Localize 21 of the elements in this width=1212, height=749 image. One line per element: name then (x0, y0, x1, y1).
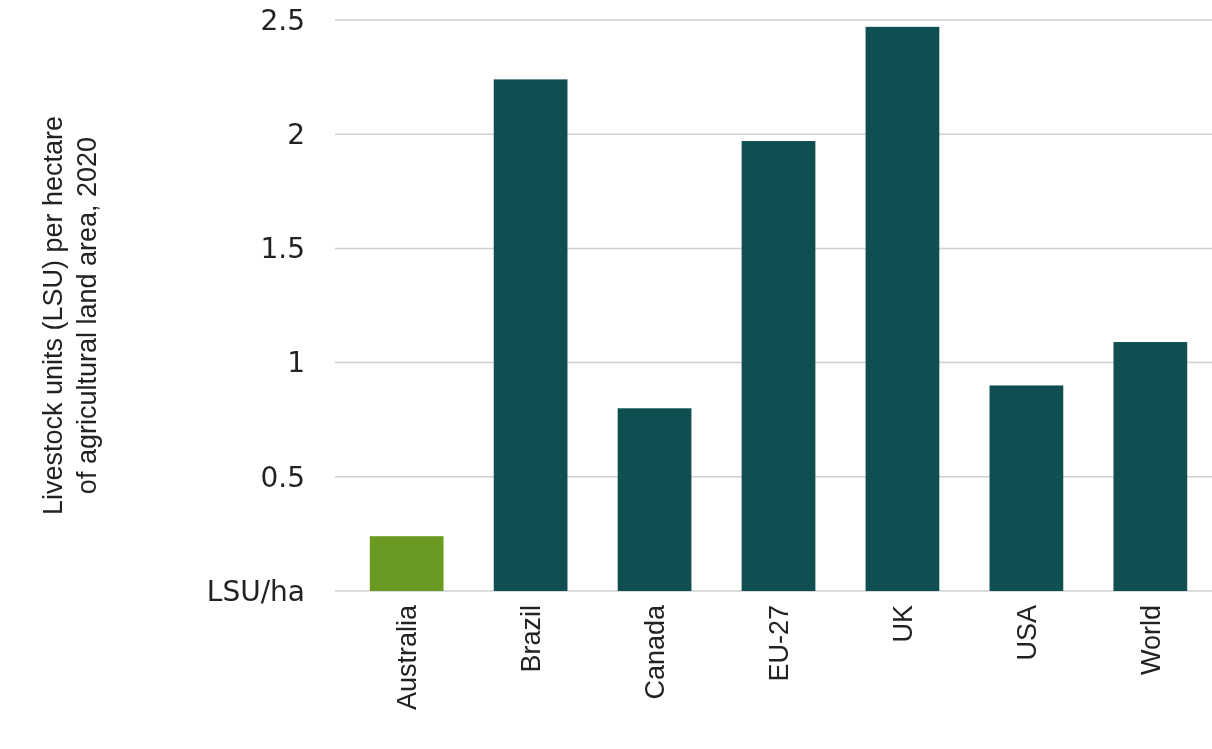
bar (741, 141, 816, 591)
x-tick-label: EU-27 (763, 605, 794, 682)
y-tick-label: 2.5 (260, 3, 305, 37)
bar (865, 26, 940, 591)
y-tick-label: 1.5 (260, 232, 305, 266)
x-tick-label: USA (1011, 605, 1042, 661)
y-tick-label: LSU/ha (206, 574, 305, 608)
bar (369, 536, 444, 591)
y-tick-label: 0.5 (260, 460, 305, 494)
x-tick-label: UK (887, 605, 918, 643)
bar (1113, 342, 1188, 591)
x-tick-label: World (1135, 605, 1166, 676)
bar (989, 385, 1064, 591)
y-tick-label: 1 (287, 346, 305, 380)
x-tick-label: Australia (392, 604, 423, 711)
bar (617, 408, 692, 591)
bar (493, 79, 568, 591)
x-tick-label: Brazil (516, 605, 547, 673)
x-tick-label: Canada (640, 604, 670, 700)
y-tick-label: 2 (287, 118, 305, 151)
y-axis-title: Livestock units (LSU) per hectare of agricultural land area, 2020 (38, 115, 102, 516)
